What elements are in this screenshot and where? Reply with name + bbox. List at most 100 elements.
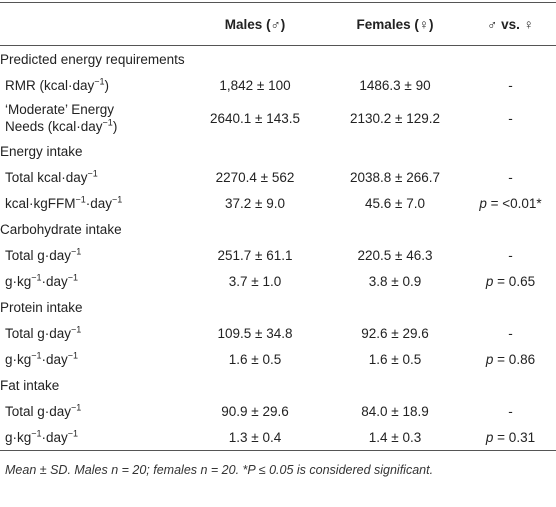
value-cell: 1.6 ± 0.5 [228,351,282,367]
value-cell: - [465,398,556,424]
value-cell: 2130.2 ± 129.2 [350,110,440,126]
text-segment: p [485,429,494,445]
data-row: Total g·day−1 251.7 ± 61.1 220.5 ± 46.3 - [0,242,556,268]
text-segment: - [508,110,513,126]
text-segment: - [508,247,513,263]
value-cell: 251.7 ± 61.1 [217,247,293,263]
text-segment: g·kg [5,351,32,367]
superscript: −1 [67,428,79,438]
data-row: g·kg−1·day−1 1.6 ± 0.5 1.6 ± 0.5 p = 0.86 [0,346,556,372]
row-label: kcal·kgFFM−1·day−1 [0,190,185,216]
text-segment: ·day [41,273,68,289]
data-row: Total g·day−1 109.5 ± 34.8 92.6 ± 29.6 - [0,320,556,346]
section-row: Energy intake [0,138,556,164]
value-cell: - [465,320,556,346]
value-cell: 109.5 ± 34.8 [217,325,293,341]
superscript: −1 [75,194,86,204]
data-row: g·kg−1·day−1 3.7 ± 1.0 3.8 ± 0.9 p = 0.65 [0,268,556,294]
section-row: Fat intake [0,372,556,398]
row-label: Total g·day−1 [0,320,185,346]
value-cell: 1486.3 ± 90 [359,77,431,93]
value-cell: 90.9 ± 29.6 [221,403,289,419]
superscript: −1 [102,117,113,128]
superscript: −1 [87,168,98,178]
row-label: Total g·day−1 [0,242,185,268]
text-segment: ‘Moderate’ Energy Needs (kcal·day [5,102,115,134]
text-segment: g·kg [5,273,32,289]
value-cell: 45.6 ± 7.0 [365,195,425,211]
header-cell: ♂ vs. ♀ [465,2,556,46]
text-segment: Total kcal·day [5,169,88,185]
row-label: RMR (kcal·day−1) [0,72,185,98]
value-cell: 220.5 ± 46.3 [357,247,433,263]
value-cell: - [465,242,556,268]
value-cell: 2038.8 ± 266.7 [350,169,440,185]
data-row: RMR (kcal·day−1) 1,842 ± 100 1486.3 ± 90 - [0,72,556,98]
section-row: Predicted energy requirements [0,46,556,73]
data-row: Total g·day−1 90.9 ± 29.6 84.0 ± 18.9 - [0,398,556,424]
data-row: kcal·kgFFM−1·day−1 37.2 ± 9.0 45.6 ± 7.0 p … [0,190,556,216]
text-segment: p [479,195,487,211]
text-segment: g·kg [5,429,32,445]
value-cell: 1.6 ± 0.5 [368,351,422,367]
superscript: −1 [67,350,79,360]
section-title: Fat intake [0,377,60,393]
section-title: Carbohydrate intake [0,221,122,237]
text-segment: ·day [85,195,113,211]
row-label: Total g·day−1 [0,398,185,424]
data-row: g·kg−1·day−1 1.3 ± 0.4 1.4 ± 0.3 p = 0.31 [0,424,556,451]
section-title: Energy intake [0,143,83,159]
value-cell: 3.7 ± 1.0 [228,273,282,289]
value-cell: 3.8 ± 0.9 [368,273,422,289]
superscript: −1 [67,272,79,282]
text-segment: - [508,403,513,419]
header-cell: Males (♂) [185,2,325,46]
text-segment: ·day [41,429,68,445]
value-cell: 84.0 ± 18.9 [361,403,429,419]
section-row: Protein intake [0,294,556,320]
text-segment: p [485,351,494,367]
value-cell: 2270.4 ± 562 [215,169,295,185]
row-label: g·kg−1·day−1 [0,346,185,372]
value-cell: 1.3 ± 0.4 [228,429,282,445]
text-segment: p [485,273,494,289]
value-cell: p = <0.01* [465,190,556,216]
section-title: Predicted energy requirements [0,51,185,67]
value-cell: - [465,164,556,190]
value-cell: - [465,98,556,138]
header-row: Males (♂) Females (♀) ♂ vs. ♀ [0,2,556,46]
superscript: −1 [31,272,42,282]
header-cell [0,2,185,46]
data-table: Males (♂) Females (♀) ♂ vs. ♀ Predicted en… [0,2,556,451]
value-cell: p = 0.86 [465,346,556,372]
row-label: Total kcal·day−1 [0,164,185,190]
text-segment: ·day [41,351,68,367]
text-segment: = 0.31 [493,429,536,445]
text-segment: = <0.01* [486,195,542,211]
superscript: −1 [71,246,82,256]
text-segment: ) [104,77,110,93]
section-title: Protein intake [0,299,83,315]
text-segment: = 0.86 [493,351,536,367]
text-segment: - [508,77,513,93]
value-cell: 1.4 ± 0.3 [368,429,422,445]
value-cell: 92.6 ± 29.6 [361,325,429,341]
text-segment: Total g·day [5,403,72,419]
data-row: Total kcal·day−1 2270.4 ± 562 2038.8 ± 266… [0,164,556,190]
footnote: Mean ± SD. Males n = 20; females n = 20.… [5,463,434,477]
text-segment: - [508,325,513,341]
text-segment: kcal·kgFFM [5,195,76,211]
row-label: ‘Moderate’ Energy Needs (kcal·day−1) [0,98,185,138]
value-cell: p = 0.31 [465,424,556,451]
text-segment: - [508,169,513,185]
value-cell: 2640.1 ± 143.5 [210,110,300,126]
superscript: −1 [112,194,123,204]
value-cell: 1,842 ± 100 [219,77,291,93]
superscript: −1 [71,402,82,412]
text-segment: ) [112,119,118,134]
superscript: −1 [94,76,105,86]
header-cell: Females (♀) [325,2,465,46]
row-label: g·kg−1·day−1 [0,424,185,451]
value-cell: - [465,72,556,98]
text-segment: Total g·day [5,325,72,341]
